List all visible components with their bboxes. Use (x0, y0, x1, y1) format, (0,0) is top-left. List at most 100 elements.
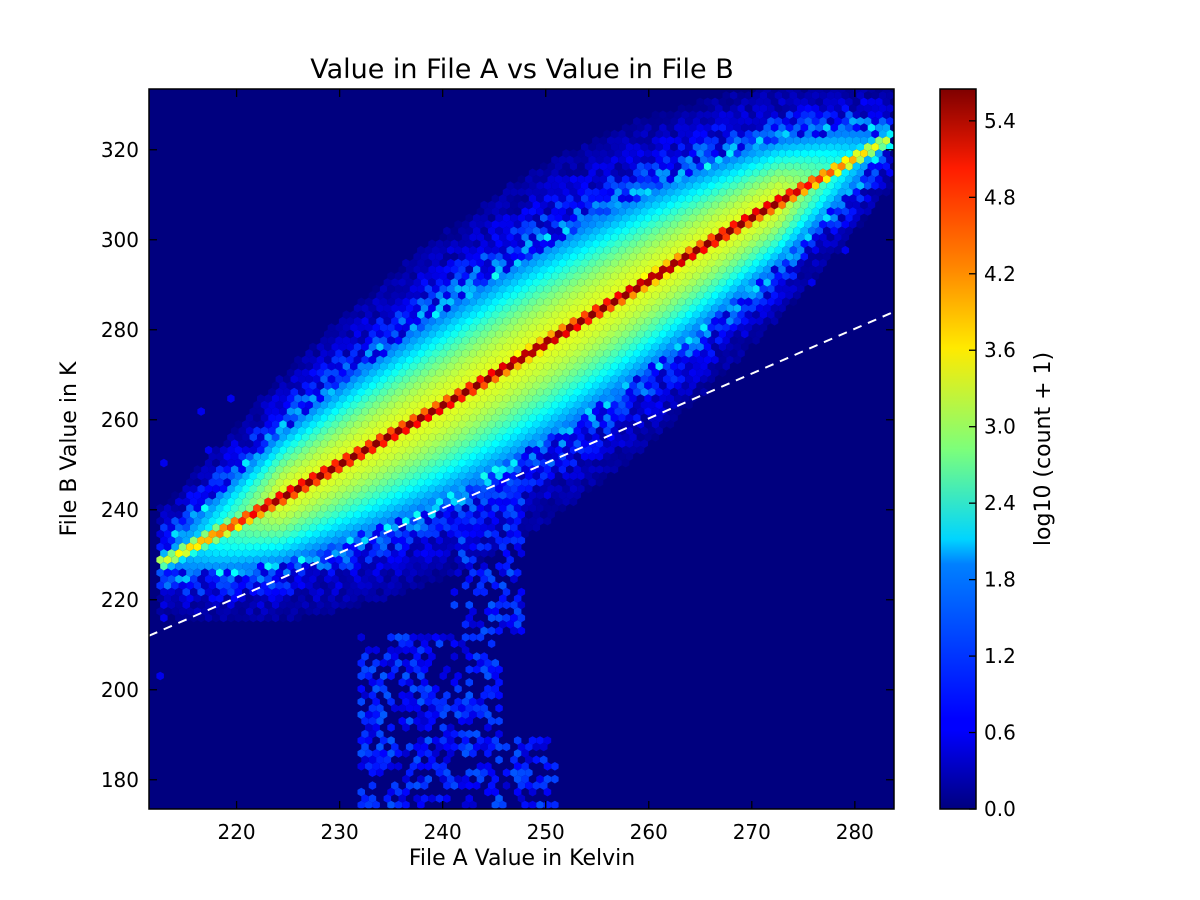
y-tick-label: 200 (101, 678, 139, 702)
hexbin-cell (558, 207, 567, 216)
hexbin-cell (677, 168, 686, 178)
hexbin-cell (573, 207, 581, 216)
hexbin-cell (480, 394, 488, 403)
hexbin-cell (446, 374, 455, 384)
hexbin-cell (592, 278, 600, 287)
hexbin-cell (491, 362, 499, 371)
hexbin-cell (554, 252, 563, 261)
hexbin-cell (674, 226, 682, 236)
hexbin-cell (365, 323, 373, 332)
hexbin-cell (711, 291, 719, 300)
hexbin-cell (368, 381, 377, 390)
hexbin-cell (744, 271, 753, 281)
hexbin-cell (510, 226, 518, 236)
hexbin-cell (875, 175, 883, 184)
hexbin-cell (800, 162, 809, 171)
hexbin-cell (875, 110, 883, 120)
hexbin-cell (532, 187, 540, 197)
hexbin-cell (666, 200, 675, 210)
hexbin-cell (648, 220, 656, 229)
hexbin-cell (543, 220, 552, 229)
hexbin-cell (852, 97, 861, 107)
hexbin-cell (420, 252, 429, 261)
hexbin-cell (681, 381, 689, 390)
hexbin-cell (882, 175, 891, 184)
hexbin-cell (666, 316, 675, 326)
hexbin-cell (428, 278, 436, 287)
hexbin-cell (770, 123, 779, 132)
hexbin-cell (595, 413, 604, 423)
hexbin-cell (353, 355, 362, 365)
x-tick-label: 280 (836, 820, 874, 844)
hexbin-cell (525, 291, 533, 300)
hexbin-cell (670, 155, 678, 165)
hexbin-cell (644, 123, 652, 132)
hexbin-cell (666, 278, 675, 287)
hexbin-cell (636, 213, 645, 223)
hexbin-cell (756, 162, 764, 171)
hexbin-cell (573, 387, 581, 397)
hexbin-cell (703, 162, 712, 171)
hexbin-cell (599, 342, 607, 352)
hexbin-cell (674, 187, 682, 197)
hexbin-cell (506, 349, 514, 358)
hexbin-cell (383, 407, 392, 416)
hexbin-cell (525, 265, 533, 274)
hexbin-cell (849, 155, 857, 165)
hexbin-cell (618, 129, 626, 139)
hexbin-cell (659, 110, 667, 120)
hexbin-cell (554, 213, 563, 223)
hexbin-cell (644, 200, 652, 210)
hexbin-cell (584, 162, 593, 171)
hexbin-cell (528, 258, 537, 268)
hexbin-cell (353, 316, 362, 326)
hexbin-cell (331, 342, 339, 352)
hexbin-cell (834, 117, 842, 126)
hexbin-cell (532, 200, 540, 210)
hexbin-cell (864, 194, 872, 203)
hexbin-cell (651, 149, 660, 158)
hexbin-cell (819, 104, 827, 113)
hexbin-cell (569, 394, 578, 403)
hexbin-cell (629, 394, 637, 403)
hexbin-cell (718, 265, 727, 274)
hexbin-cell (666, 252, 675, 261)
hexbin-cell (581, 271, 589, 281)
hexbin-cell (536, 387, 544, 397)
hexbin-cell (778, 149, 786, 158)
hexbin-cell (651, 123, 660, 132)
hexbin-cell (536, 220, 544, 229)
hexbin-cell (368, 316, 377, 326)
hexbin-cell (450, 304, 459, 313)
hexbin-cell (692, 323, 701, 332)
hexbin-cell (830, 175, 838, 184)
hexbin-cell (800, 200, 809, 210)
hexbin-cell (752, 220, 760, 229)
hexbin-cell (625, 362, 634, 371)
hexbin-cell (446, 336, 455, 345)
hexbin-cell (733, 252, 742, 261)
hexbin-cell (469, 258, 477, 268)
hexbin-cell (715, 233, 723, 242)
hexbin-cell (826, 194, 835, 203)
hexbin-cell (569, 278, 578, 287)
hexbin-cell (569, 213, 578, 223)
hexbin-cell (316, 394, 324, 403)
hexbin-cell (577, 149, 585, 158)
hexbin-cell (607, 329, 615, 339)
hexbin-cell (528, 349, 537, 358)
hexbin-cell (342, 387, 351, 397)
hexbin-cell (826, 117, 835, 126)
hexbin-cell (789, 181, 797, 190)
hexbin-cell (383, 394, 392, 403)
hexbin-cell (733, 304, 742, 313)
hexbin-cell (581, 245, 589, 255)
hexbin-cell (849, 104, 857, 113)
hexbin-cell (603, 129, 611, 139)
hexbin-cell (487, 316, 496, 326)
hexbin-cell (476, 284, 485, 294)
hexbin-cell (599, 394, 607, 403)
hexbin-cell (521, 220, 529, 229)
hexbin-cell (581, 336, 589, 345)
hexbin-cell (640, 284, 648, 294)
